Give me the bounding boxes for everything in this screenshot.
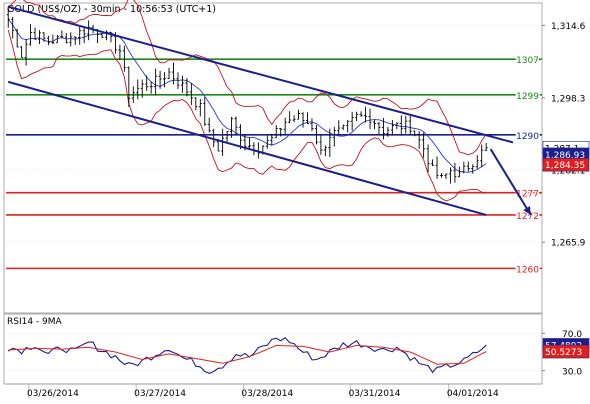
price-badge-label: 1,284.35 xyxy=(545,161,585,171)
date-tick-label: 03/31/2014 xyxy=(349,389,401,399)
price-axis: 1,314.6 1,298.3 1,282.1 1,265.9 xyxy=(542,22,586,249)
price-tick-label: 1,282.1 xyxy=(551,167,585,177)
price-panel xyxy=(3,2,543,314)
rsi-badge-label: 50.5273 xyxy=(545,348,582,358)
price-badges: 1,287.11,286.931,284.35 xyxy=(542,140,590,172)
price-badge-label: 1,286.93 xyxy=(545,151,585,161)
rsi-panel xyxy=(3,313,543,385)
target-arrow xyxy=(489,148,532,216)
arrow-head xyxy=(523,206,531,215)
rsi-axis: 70.0 30.0 xyxy=(6,330,582,377)
chart-title: GOLD (US$/OZ) - 30min - 10:56:53 (UTC+1) xyxy=(7,4,216,15)
price-tick-label: 1,265.9 xyxy=(551,239,586,249)
date-tick-label: 03/26/2014 xyxy=(27,389,79,399)
candles xyxy=(6,8,488,184)
level-label-1290: 1290 xyxy=(516,132,539,142)
moving-average xyxy=(7,18,487,173)
price-grid xyxy=(6,25,542,243)
rsi-tick-label: 70.0 xyxy=(562,330,582,340)
level-label-1272: 1272 xyxy=(516,212,539,222)
price-badge-bg xyxy=(542,157,590,172)
price-tick-label: 1,314.6 xyxy=(551,22,586,32)
trend-channel xyxy=(7,5,532,216)
rsi-series-RSI14 xyxy=(7,336,487,375)
bollinger-lower xyxy=(7,29,487,202)
bollinger-bands xyxy=(7,0,487,202)
date-tick-label: 03/27/2014 xyxy=(134,389,186,399)
date-tick-label: 03/28/2014 xyxy=(241,389,293,399)
trendline-upper-channel xyxy=(7,5,514,144)
rsi-badges: 57.489250.5273 xyxy=(542,338,590,359)
rsi-tick-label: 30.0 xyxy=(562,367,582,377)
date-tick-label: 04/01/2014 xyxy=(447,389,499,399)
bollinger-upper xyxy=(7,0,487,156)
level-label-1299: 1299 xyxy=(516,92,539,102)
rsi-title: RSI14 - 9MA xyxy=(7,317,63,327)
date-axis: 03/26/2014 03/27/2014 03/28/2014 03/31/2014… xyxy=(6,383,542,399)
rsi-lines xyxy=(7,336,487,375)
level-label-1260: 1260 xyxy=(516,265,539,275)
level-label-1307: 1307 xyxy=(516,56,539,66)
rsi-series-9MA xyxy=(8,344,487,365)
price-tick-label: 1,298.3 xyxy=(551,94,585,104)
trendline-lower-channel xyxy=(7,80,487,216)
rsi-badge-bg xyxy=(542,344,590,359)
